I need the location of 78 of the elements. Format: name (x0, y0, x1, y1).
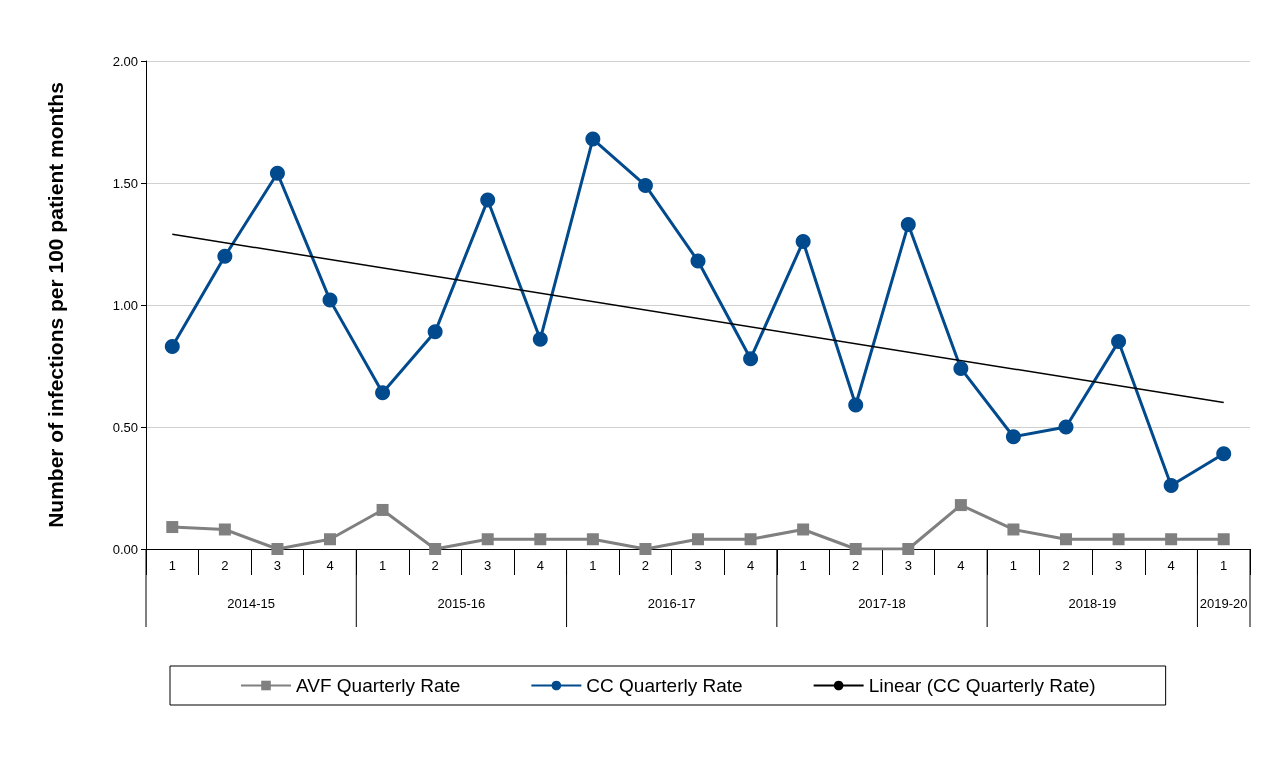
x-tick-label: 3 (273, 558, 282, 573)
point (1163, 478, 1179, 494)
point (217, 248, 233, 264)
x-tick-label: 1 (1009, 558, 1018, 573)
point (795, 234, 811, 250)
point (269, 165, 285, 181)
y-axis-title: Number of infections per 100 patient months (44, 82, 67, 528)
y-tick-label: 1.50 (112, 175, 138, 191)
x-tick-label: 1 (378, 558, 387, 573)
point (849, 543, 862, 555)
legend-label: Linear (CC Quarterly Rate) (868, 675, 1096, 696)
x-tick-label: 2 (221, 558, 229, 573)
point (690, 253, 706, 269)
text: 2015-16 (437, 596, 486, 611)
text: 2017-18 (858, 596, 906, 611)
x-tick-label: 1 (1220, 558, 1228, 573)
text: 2018-19 (1068, 596, 1117, 611)
point (848, 397, 864, 413)
point (376, 503, 389, 516)
point (692, 533, 704, 546)
x-tick-label: 1 (589, 558, 597, 573)
point (481, 533, 494, 546)
point (429, 543, 442, 555)
legend-label: CC Quarterly Rate (586, 675, 743, 696)
point (900, 216, 916, 232)
x-tick-label: 4 (536, 558, 544, 573)
point (375, 385, 391, 401)
y-tick-label: 1.00 (112, 297, 138, 313)
point (166, 521, 179, 534)
point (1111, 334, 1127, 350)
point (1165, 533, 1178, 546)
x-tick-label: 2 (852, 558, 860, 573)
point (324, 533, 336, 546)
x-tick-label: 1 (799, 558, 807, 573)
x-tick-label: 2 (1062, 558, 1070, 573)
point (532, 331, 548, 347)
point (271, 543, 284, 555)
point (1112, 533, 1125, 546)
point (953, 360, 969, 376)
point (1217, 533, 1230, 546)
point (1005, 429, 1021, 445)
point (954, 499, 967, 512)
x-tick-label: 3 (694, 558, 702, 573)
point (322, 292, 338, 308)
x-tick-label: 4 (957, 558, 965, 573)
point (902, 543, 915, 555)
point (743, 351, 759, 367)
x-tick-label: 4 (746, 558, 755, 573)
point (164, 338, 180, 354)
x-tick-label: 3 (1114, 558, 1123, 573)
point (586, 533, 599, 546)
point (1216, 446, 1232, 462)
point (744, 533, 757, 546)
point (534, 533, 547, 546)
point (427, 324, 443, 340)
text: 2016-17 (647, 596, 696, 611)
x-tick-label: 4 (326, 558, 334, 573)
point (1060, 533, 1072, 546)
point (1007, 523, 1020, 536)
point (1058, 419, 1074, 435)
legend-label: AVF Quarterly Rate (296, 675, 461, 696)
text: 2019-20 (1199, 596, 1248, 611)
point (585, 131, 601, 147)
point (480, 192, 496, 208)
x-tick-label: 2 (431, 558, 439, 573)
x-tick-label: 3 (484, 558, 492, 573)
x-tick-label: 4 (1167, 558, 1175, 573)
y-tick-label: 0.00 (112, 541, 138, 557)
point (639, 543, 652, 555)
point (218, 523, 231, 536)
text: 2014-15 (227, 596, 275, 611)
point (637, 177, 653, 193)
point (797, 523, 810, 536)
x-tick-label: 2 (641, 558, 650, 573)
x-tick-label: 1 (168, 558, 176, 573)
y-tick-label: 2.00 (112, 53, 138, 69)
x-tick-label: 3 (904, 558, 912, 573)
y-tick-label: 0.50 (112, 419, 138, 435)
